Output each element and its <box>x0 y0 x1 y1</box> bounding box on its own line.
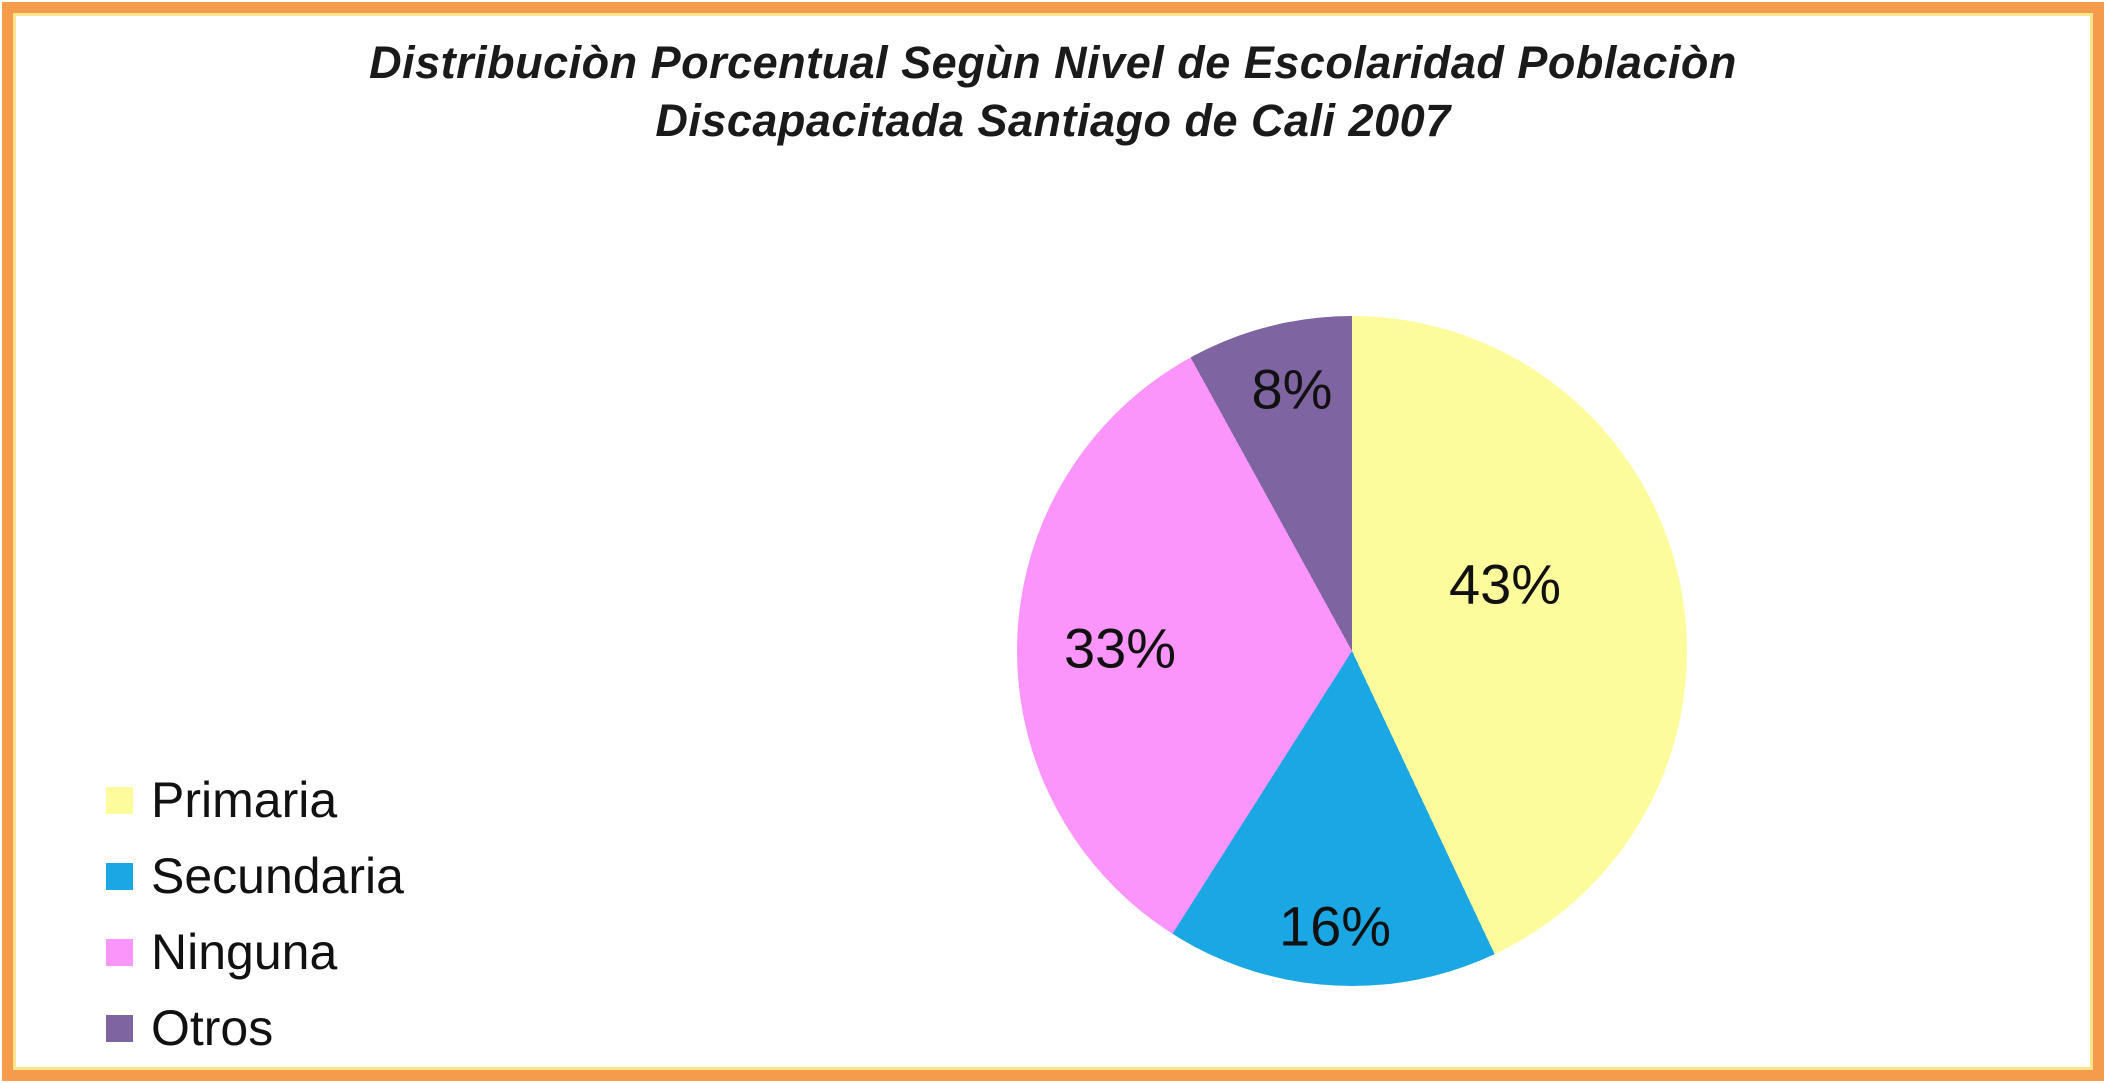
legend-label-primaria: Primaria <box>151 772 338 828</box>
chart-title-line2: Discapacitada Santiago de Cali 2007 <box>655 95 1451 146</box>
legend-swatch-ninguna <box>106 938 133 966</box>
legend-item-secundaria: Secundaria <box>106 838 404 914</box>
legend-swatch-primaria <box>106 786 133 814</box>
chart-title-line1: Distribuciòn Porcentual Segùn Nivel de E… <box>369 37 1737 88</box>
slice-label-otros: 8% <box>1251 357 1333 421</box>
slice-label-ninguna: 33% <box>1063 616 1177 680</box>
pie-chart <box>1017 316 1687 986</box>
legend-label-ninguna: Ninguna <box>151 924 338 980</box>
legend-swatch-otros <box>106 1014 133 1042</box>
legend: Primaria Secundaria Ninguna Otros <box>106 762 404 1066</box>
slice-label-secundaria: 16% <box>1278 894 1392 958</box>
legend-swatch-secundaria <box>106 862 133 890</box>
legend-item-ninguna: Ninguna <box>106 914 404 990</box>
legend-item-otros: Otros <box>106 990 404 1066</box>
chart-title: Distribuciòn Porcentual Segùn Nivel de E… <box>0 34 2106 150</box>
slice-label-primaria: 43% <box>1448 552 1562 616</box>
legend-label-secundaria: Secundaria <box>151 848 404 904</box>
legend-label-otros: Otros <box>151 1000 274 1056</box>
legend-item-primaria: Primaria <box>106 762 404 838</box>
